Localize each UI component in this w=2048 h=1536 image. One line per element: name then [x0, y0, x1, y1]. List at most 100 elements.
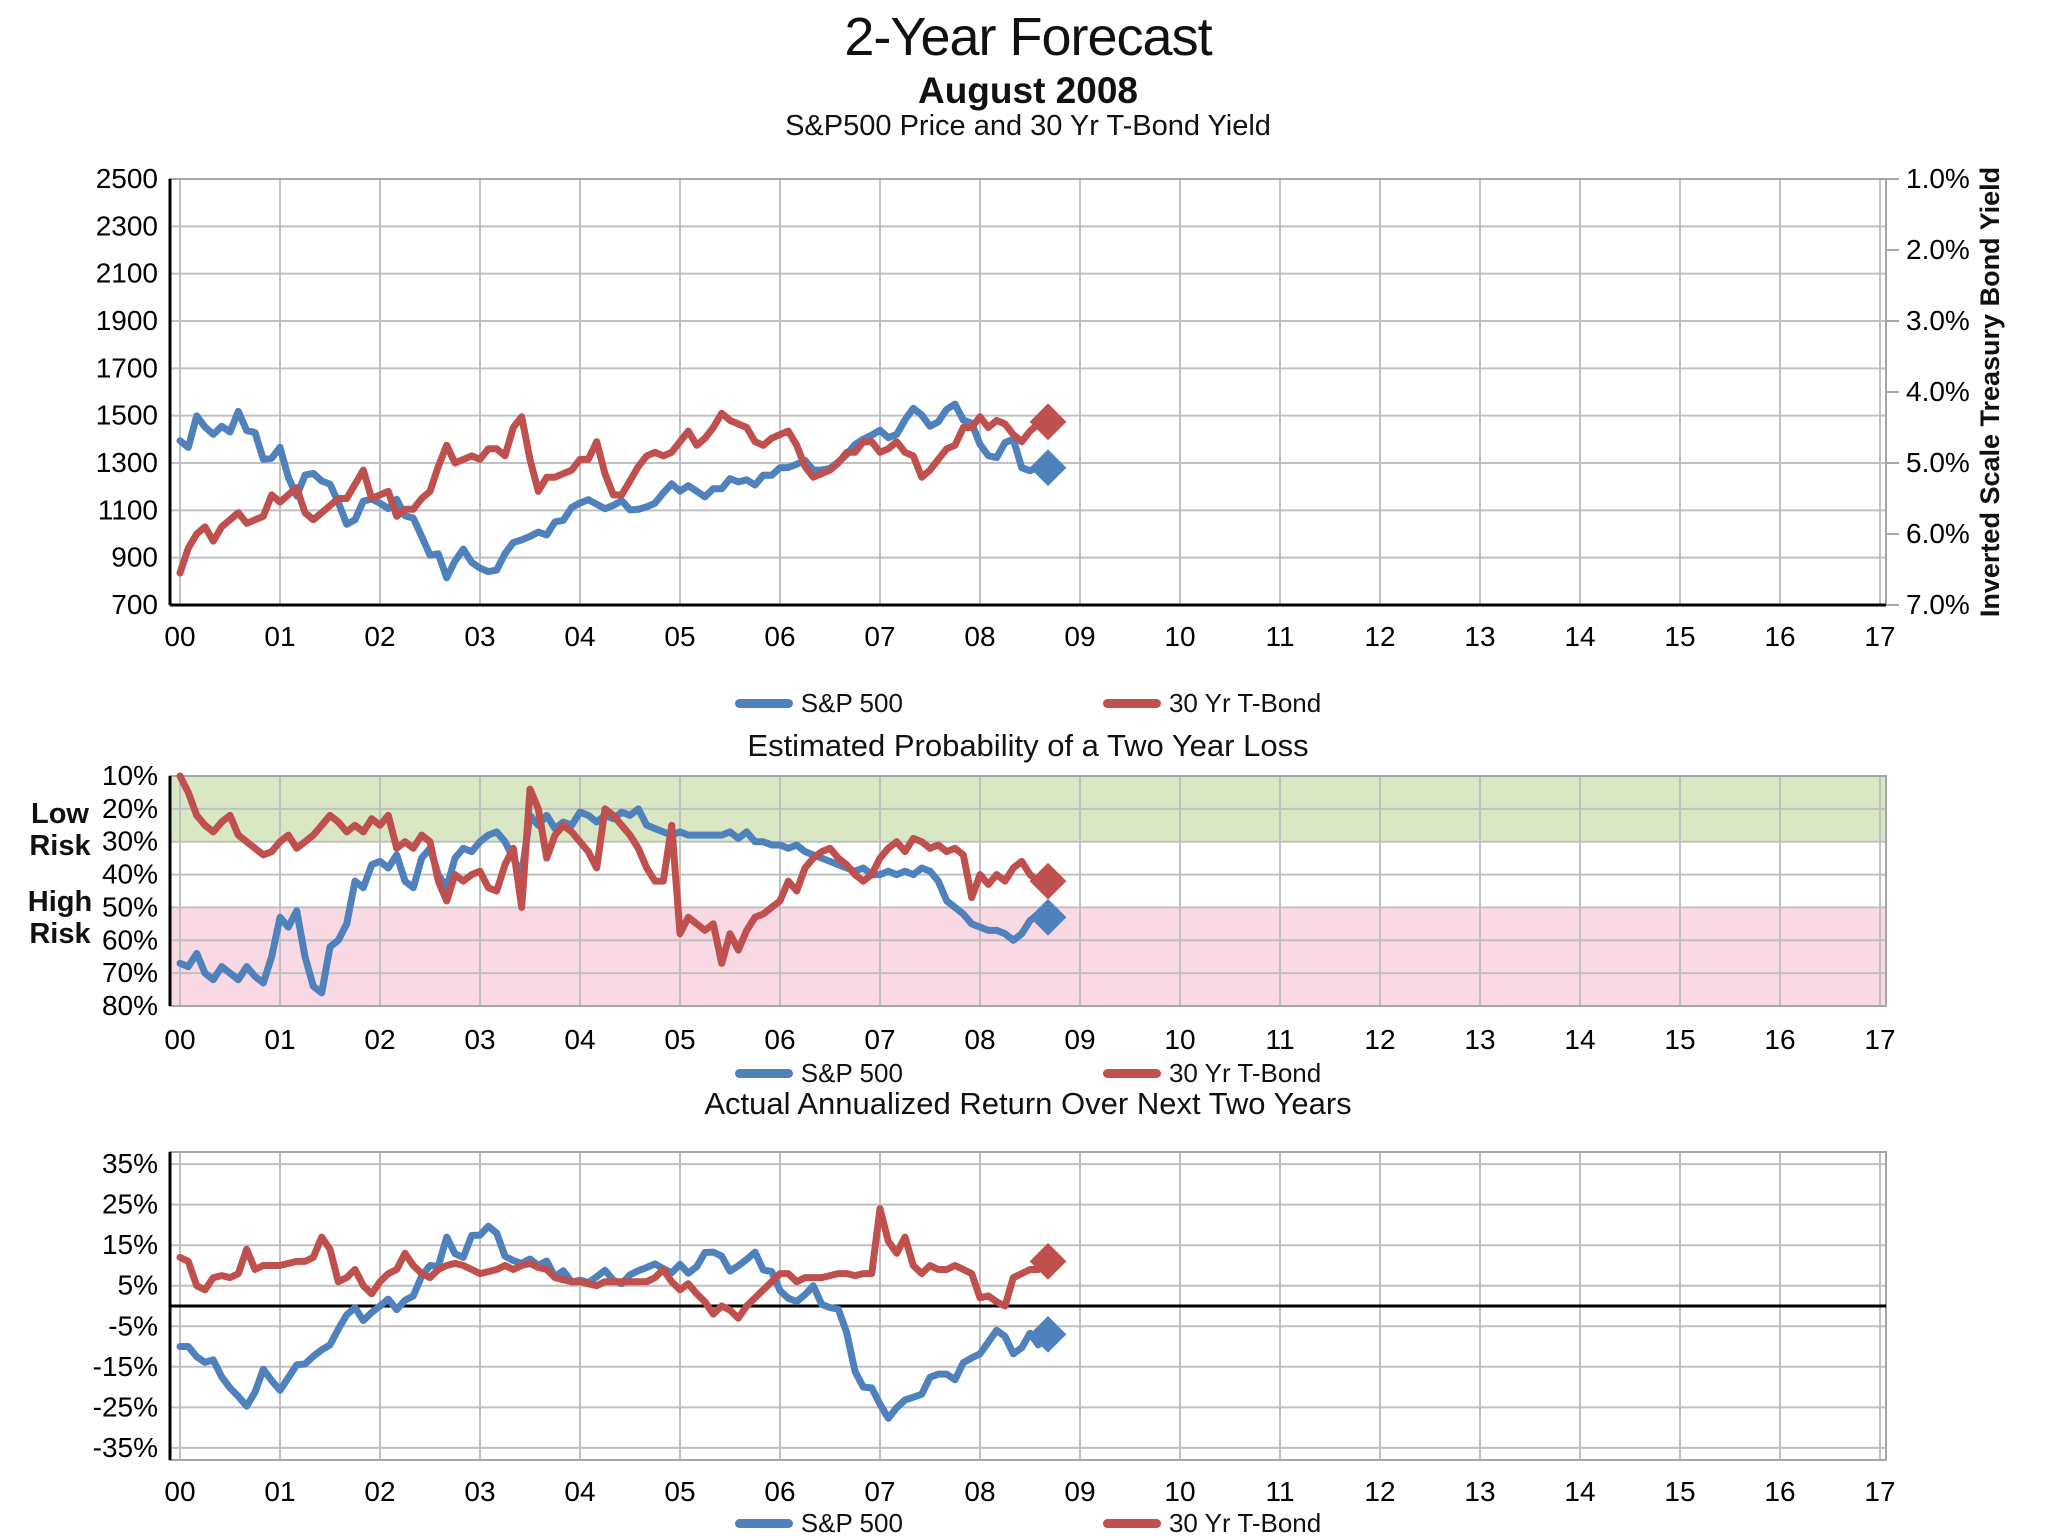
low-risk-label: Low Risk	[29, 798, 91, 863]
x-axis-tick-label: 11	[1265, 1476, 1294, 1507]
x-axis-tick-label: 12	[1364, 1476, 1395, 1507]
x-axis-tick-label: 07	[864, 621, 895, 652]
legend-label-tbond: 30 Yr T-Bond	[1168, 1508, 1322, 1536]
x-axis-tick-label: 10	[1164, 1476, 1195, 1507]
y-axis-tick-label: 50%	[102, 891, 158, 922]
sp500-end-diamond	[1029, 898, 1067, 936]
y-axis-tick-label: 15%	[102, 1229, 158, 1260]
x-axis-tick-label: 13	[1464, 1024, 1495, 1055]
legend-item-sp500: S&P 500	[734, 688, 903, 719]
sp500-end-diamond	[1029, 1315, 1067, 1353]
x-axis-tick-label: 05	[664, 1476, 695, 1507]
chart2-legend: S&P 500 30 Yr T-Bond	[170, 1058, 1886, 1089]
sp500-series-line	[176, 400, 1042, 582]
chart1-title: S&P500 Price and 30 Yr T-Bond Yield	[785, 110, 1271, 142]
y-axis-tick-label: 40%	[102, 859, 158, 890]
sp500-line-swatch	[734, 699, 793, 708]
right-axis-tick-label: 3.0%	[1906, 305, 1970, 336]
x-axis-tick-label: 16	[1764, 621, 1795, 652]
y-axis-tick-label: -5%	[108, 1310, 158, 1341]
y-axis-tick-label: 60%	[102, 924, 158, 955]
x-axis-tick-label: 08	[964, 621, 995, 652]
x-axis-tick-label: 16	[1764, 1024, 1795, 1055]
legend-label-tbond: 30 Yr T-Bond	[1168, 1058, 1322, 1088]
x-axis-tick-label: 14	[1564, 1476, 1595, 1507]
x-axis-tick-label: 03	[464, 1476, 495, 1507]
y-axis-tick-label: 2300	[96, 210, 158, 241]
right-axis-tick-label: 1.0%	[1906, 163, 1970, 194]
legend-item-tbond: 30 Yr T-Bond	[1102, 1058, 1322, 1089]
page-subtitle: August 2008	[917, 70, 1138, 111]
x-axis-tick-label: 04	[564, 1024, 595, 1055]
y-axis-tick-label: -25%	[93, 1391, 158, 1422]
x-axis-tick-label: 03	[464, 621, 495, 652]
y-axis-tick-label: -15%	[93, 1351, 158, 1382]
y-axis-tick-label: 1900	[96, 305, 158, 336]
x-axis-tick-label: 04	[564, 621, 595, 652]
x-axis-tick-label: 14	[1564, 1024, 1595, 1055]
y-axis-tick-label: 10%	[102, 760, 158, 791]
x-axis-tick-label: 12	[1364, 1024, 1395, 1055]
x-axis-tick-label: 14	[1564, 621, 1595, 652]
chart1-legend: S&P 500 30 Yr T-Bond	[170, 688, 1886, 719]
x-axis-tick-label: 12	[1364, 621, 1395, 652]
right-axis-tick-label: 5.0%	[1906, 447, 1970, 478]
legend-label-tbond: 30 Yr T-Bond	[1168, 688, 1322, 718]
legend-label-sp500: S&P 500	[800, 1058, 903, 1088]
x-axis-tick-label: 10	[1164, 1024, 1195, 1055]
right-axis-tick-label: 4.0%	[1906, 376, 1970, 407]
sp500-line-swatch	[734, 1519, 793, 1528]
x-axis-tick-label: 16	[1764, 1476, 1795, 1507]
tbond-series-line	[176, 1205, 1042, 1322]
x-axis-tick-label: 07	[864, 1476, 895, 1507]
tbond-end-diamond	[1029, 403, 1067, 441]
x-axis-tick-label: 06	[764, 1024, 795, 1055]
x-axis-tick-label: 13	[1464, 1476, 1495, 1507]
x-axis-tick-label: 08	[964, 1024, 995, 1055]
chart3-title: Actual Annualized Return Over Next Two Y…	[704, 1086, 1352, 1121]
y-axis-tick-label: 30%	[102, 826, 158, 857]
x-axis-tick-label: 07	[864, 1024, 895, 1055]
x-axis-tick-label: 06	[764, 621, 795, 652]
y-axis-tick-label: 2100	[96, 258, 158, 289]
y-axis-tick-label: 900	[111, 542, 158, 573]
x-axis-tick-label: 00	[164, 1476, 195, 1507]
page-title: 2-Year Forecast	[844, 7, 1212, 67]
x-axis-tick-label: 15	[1664, 621, 1695, 652]
legend-item-tbond: 30 Yr T-Bond	[1102, 688, 1322, 719]
x-axis-tick-label: 17	[1864, 1024, 1895, 1055]
sp500-series-line	[176, 1222, 1042, 1422]
x-axis-tick-label: 05	[664, 621, 695, 652]
sp500-line-swatch	[734, 1069, 793, 1078]
x-axis-tick-label: 05	[664, 1024, 695, 1055]
x-axis-tick-label: 02	[364, 1476, 395, 1507]
sp500-end-diamond	[1029, 449, 1067, 487]
chart2-title: Estimated Probability of a Two Year Loss	[747, 728, 1309, 763]
legend-item-sp500: S&P 500	[734, 1508, 903, 1536]
x-axis-tick-label: 13	[1464, 621, 1495, 652]
x-axis-tick-label: 15	[1664, 1476, 1695, 1507]
x-axis-tick-label: 01	[264, 1024, 295, 1055]
x-axis-tick-label: 17	[1864, 1476, 1895, 1507]
sp500-series-line	[176, 805, 1042, 997]
y-axis-tick-label: 1100	[98, 494, 158, 525]
right-axis-tick-label: 2.0%	[1906, 234, 1970, 265]
x-axis-tick-label: 10	[1164, 621, 1195, 652]
y-axis-tick-label: 70%	[102, 957, 158, 988]
x-axis-tick-label: 09	[1064, 1476, 1095, 1507]
legend-item-tbond: 30 Yr T-Bond	[1102, 1508, 1322, 1536]
y-axis-tick-label: 2500	[96, 163, 158, 194]
x-axis-tick-label: 15	[1664, 1024, 1695, 1055]
x-axis-tick-label: 02	[364, 621, 395, 652]
x-axis-tick-label: 11	[1265, 1024, 1294, 1055]
chart3-legend: S&P 500 30 Yr T-Bond	[170, 1508, 1886, 1536]
y-axis-tick-label: 1300	[96, 447, 158, 478]
y-axis-tick-label: 25%	[102, 1189, 158, 1220]
tbond-line-swatch	[1102, 699, 1161, 708]
tbond-end-diamond	[1029, 862, 1067, 900]
y-axis-tick-label: -35%	[93, 1432, 158, 1463]
tbond-line-swatch	[1102, 1069, 1161, 1078]
x-axis-tick-label: 08	[964, 1476, 995, 1507]
y-axis-tick-label: 1500	[96, 400, 158, 431]
